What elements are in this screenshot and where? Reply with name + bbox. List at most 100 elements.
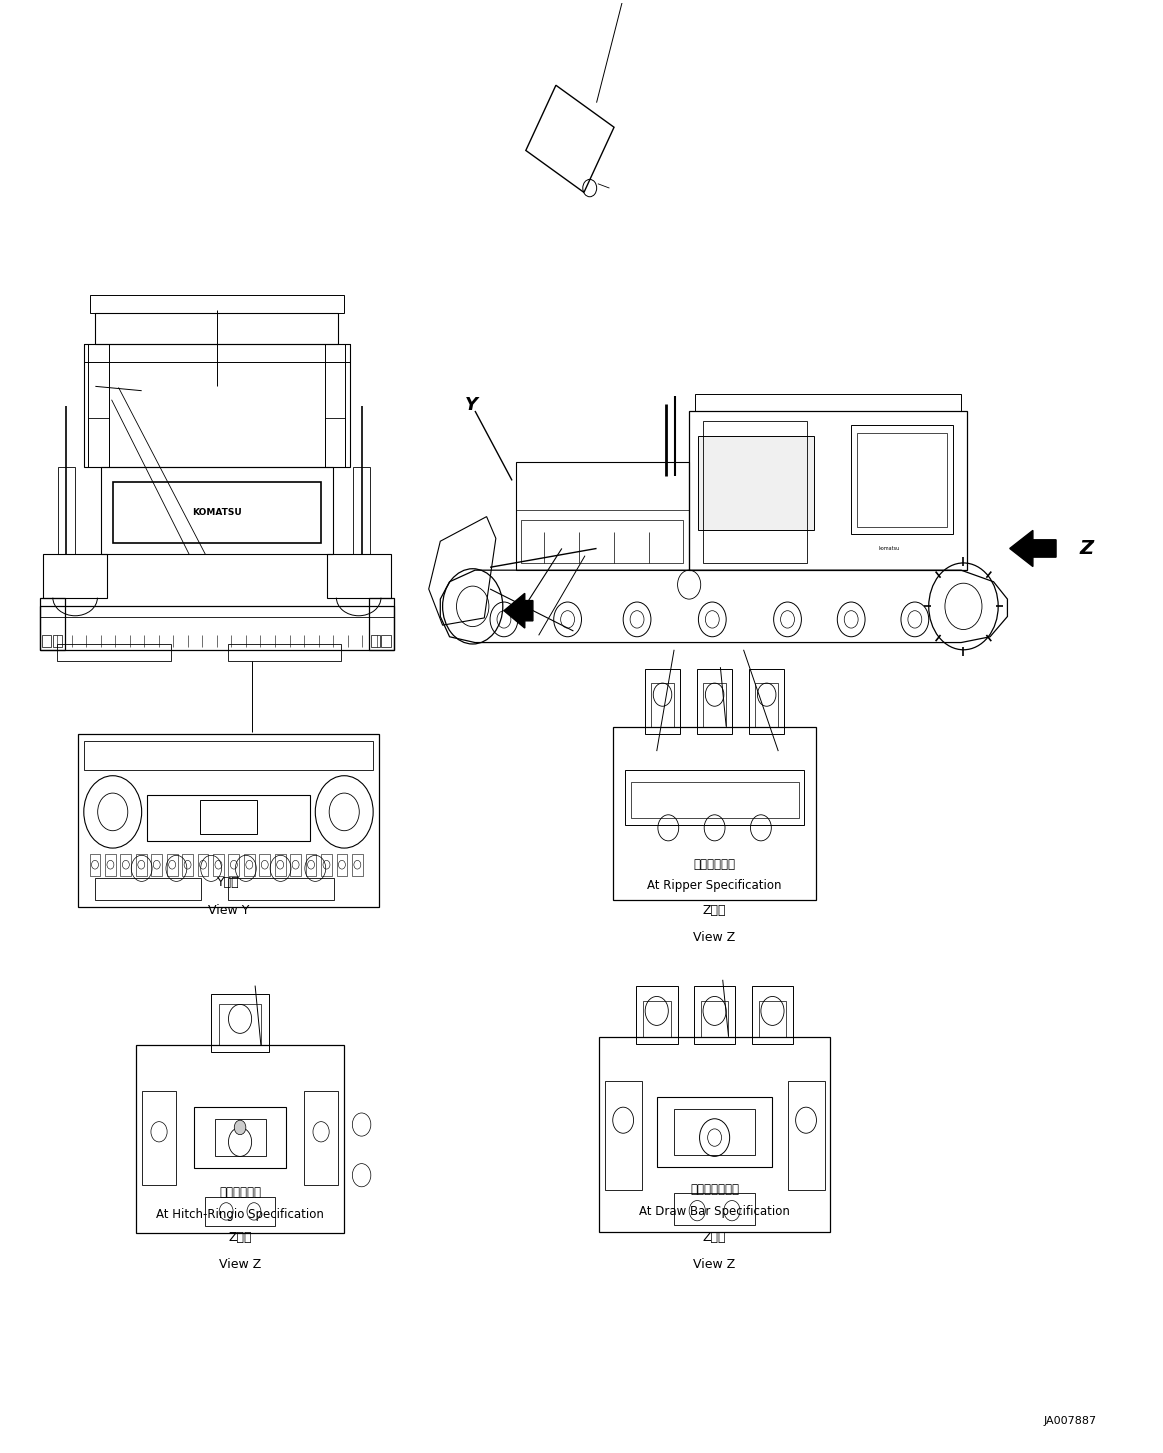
Bar <box>228 854 240 876</box>
Bar <box>194 1107 286 1168</box>
Bar <box>651 683 675 726</box>
Bar <box>90 295 344 312</box>
Text: At Ripper Specification: At Ripper Specification <box>648 879 782 892</box>
Bar <box>183 854 193 876</box>
Text: JA007887: JA007887 <box>1043 1417 1097 1427</box>
Text: Y: Y <box>465 397 478 414</box>
Bar <box>605 1081 642 1190</box>
Bar <box>645 668 680 734</box>
Bar <box>515 462 690 570</box>
Bar <box>354 468 370 554</box>
Bar <box>758 1001 786 1037</box>
Bar <box>336 854 348 876</box>
Text: At Draw Bar Specification: At Draw Bar Specification <box>640 1205 790 1218</box>
Bar <box>215 1119 265 1157</box>
Bar <box>84 344 350 468</box>
Bar <box>113 482 321 542</box>
Bar <box>690 411 966 570</box>
Text: View Z: View Z <box>693 1258 736 1271</box>
Text: View Y: View Y <box>208 904 249 917</box>
Bar <box>121 854 131 876</box>
Bar <box>701 1001 728 1037</box>
Bar <box>90 854 100 876</box>
Bar <box>702 421 807 562</box>
Bar <box>95 312 338 344</box>
Bar <box>324 344 345 468</box>
Bar <box>643 1001 671 1037</box>
Bar <box>352 854 363 876</box>
Text: ヒッチ仕様時: ヒッチ仕様時 <box>219 1186 261 1199</box>
Bar <box>148 795 309 841</box>
Bar <box>694 987 735 1045</box>
Bar <box>88 418 109 468</box>
Bar <box>212 994 269 1052</box>
Bar <box>228 644 341 661</box>
Bar <box>84 741 373 770</box>
Bar <box>259 854 270 876</box>
Bar <box>369 597 394 649</box>
Bar <box>105 854 116 876</box>
Bar <box>630 782 799 818</box>
Bar <box>304 1091 338 1186</box>
Bar <box>324 418 345 468</box>
Bar <box>219 1004 261 1045</box>
Bar <box>675 1193 755 1225</box>
Bar <box>40 606 394 649</box>
Bar <box>857 433 947 527</box>
Bar <box>851 426 952 535</box>
Bar <box>200 799 257 834</box>
Bar <box>43 554 107 597</box>
Bar <box>327 554 391 597</box>
Bar <box>52 635 62 647</box>
Bar <box>787 1081 825 1190</box>
Bar <box>636 987 678 1045</box>
Bar <box>88 344 109 468</box>
Bar <box>381 635 391 647</box>
Text: At Hitch-Ringio Specification: At Hitch-Ringio Specification <box>156 1207 324 1221</box>
Text: リッパ仕様時: リッパ仕様時 <box>693 857 736 870</box>
Circle shape <box>234 1120 245 1135</box>
Bar <box>675 1109 755 1155</box>
Bar <box>613 726 816 901</box>
Bar <box>166 854 178 876</box>
Text: Y　視: Y 視 <box>217 876 240 889</box>
Bar <box>213 854 223 876</box>
FancyArrow shape <box>1009 530 1056 567</box>
Text: KOMATSU: KOMATSU <box>192 507 242 517</box>
Bar <box>58 468 74 554</box>
Text: ドローバ仕様時: ドローバ仕様時 <box>690 1183 740 1196</box>
Text: Z　視: Z 視 <box>228 1231 252 1244</box>
Text: Z: Z <box>1079 539 1093 558</box>
Bar <box>699 436 814 530</box>
Text: View Z: View Z <box>693 931 736 944</box>
Bar <box>625 770 805 825</box>
Bar <box>151 854 162 876</box>
Bar <box>371 635 380 647</box>
Bar <box>78 734 379 908</box>
Bar <box>228 879 334 901</box>
Bar <box>657 1097 772 1167</box>
Bar <box>702 683 726 726</box>
Bar <box>206 1197 274 1226</box>
Bar <box>695 394 961 411</box>
Bar <box>755 683 778 726</box>
Bar <box>42 635 51 647</box>
Bar <box>599 1037 830 1232</box>
Bar <box>306 854 316 876</box>
Text: View Z: View Z <box>219 1258 262 1271</box>
Bar <box>40 597 65 649</box>
Bar <box>95 879 201 901</box>
Text: Z　視: Z 視 <box>702 1231 727 1244</box>
Bar <box>136 854 147 876</box>
FancyArrow shape <box>504 593 533 628</box>
Bar <box>321 854 331 876</box>
Text: Z　視: Z 視 <box>702 904 727 917</box>
Bar <box>521 520 684 562</box>
Bar <box>84 344 350 362</box>
Bar <box>751 987 793 1045</box>
Bar <box>142 1091 177 1186</box>
Bar <box>274 854 286 876</box>
Bar <box>57 644 171 661</box>
Bar <box>749 668 784 734</box>
Bar <box>101 468 333 554</box>
